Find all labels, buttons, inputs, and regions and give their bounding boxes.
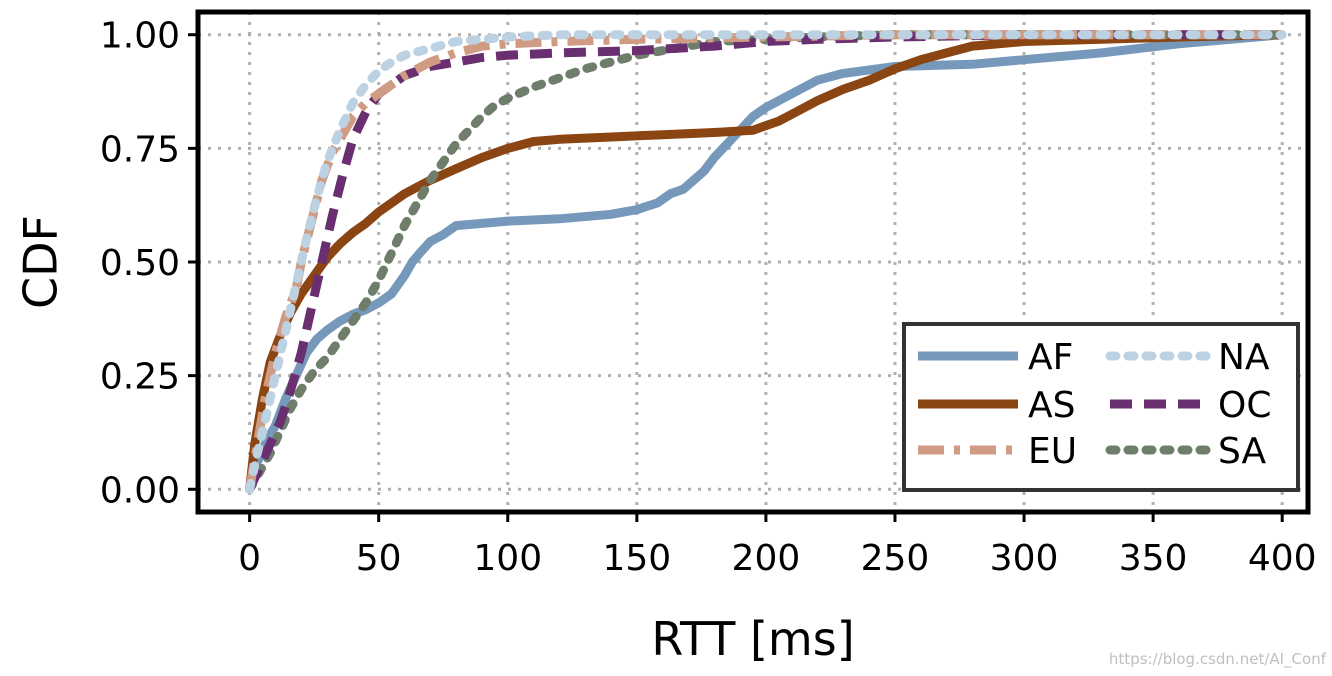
grid [198, 12, 1308, 512]
series-line-sa [245, 30, 1287, 494]
watermark-text: https://blog.csdn.net/AI_Conf [1109, 650, 1327, 669]
series-line-af [245, 30, 1283, 491]
y-tick-label: 0.75 [100, 129, 180, 170]
x-tick-label: 350 [1119, 538, 1188, 579]
legend-label-af: AF [1028, 337, 1073, 378]
series-lines [245, 30, 1287, 494]
legend-label-as: AS [1028, 385, 1075, 426]
axis-ticks: 0 50 100 150 200 250 300 350 400 0.00 0.25 0.50 0.75… [100, 16, 1317, 579]
x-tick-label: 400 [1248, 538, 1317, 579]
legend: AF AS EU NA OC SA [902, 322, 1300, 492]
series-line-as [245, 30, 1283, 490]
y-tick-label: 1.00 [100, 16, 180, 57]
series-line-eu [245, 30, 1283, 491]
x-tick-label: 300 [990, 538, 1059, 579]
legend-label-eu: EU [1028, 431, 1077, 472]
y-tick-label: 0.00 [100, 470, 180, 511]
x-tick-label: 0 [238, 538, 261, 579]
legend-label-na: NA [1218, 337, 1270, 378]
x-axis-title: RTT [ms] [651, 612, 854, 666]
x-tick-label: 150 [602, 538, 671, 579]
x-tick-label: 50 [356, 538, 402, 579]
series-line-na [245, 30, 1287, 494]
y-axis-title: CDF [14, 215, 68, 309]
series-line-oc [245, 30, 1283, 492]
legend-label-sa: SA [1218, 431, 1267, 472]
x-tick-label: 100 [473, 538, 542, 579]
y-tick-label: 0.50 [100, 243, 180, 284]
x-tick-label: 200 [732, 538, 801, 579]
x-tick-label: 250 [861, 538, 930, 579]
y-tick-label: 0.25 [100, 357, 180, 398]
legend-label-oc: OC [1218, 385, 1271, 426]
